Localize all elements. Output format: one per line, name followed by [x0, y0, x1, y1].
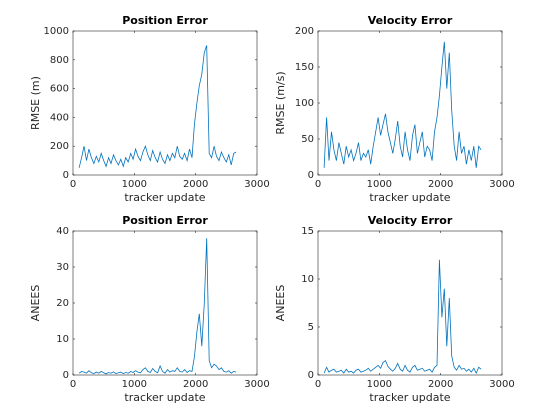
chart-title: Velocity Error: [368, 14, 453, 27]
x-tick-label: 1000: [367, 179, 392, 190]
data-line: [78, 238, 237, 375]
y-tick-label: 800: [50, 55, 69, 66]
y-tick-label: 0: [308, 170, 314, 181]
y-tick-label: 30: [56, 262, 69, 273]
data-line: [323, 259, 482, 375]
y-tick-label: 1000: [44, 26, 69, 37]
x-tick-label: 3000: [489, 379, 514, 390]
y-tick-label: 40: [56, 226, 69, 237]
y-tick-label: 0: [308, 370, 314, 381]
x-tick-label: 1000: [122, 379, 147, 390]
y-tick-label: 0: [63, 370, 69, 381]
y-tick-label: 200: [50, 141, 69, 152]
y-axis-label: RMSE (m/s): [274, 71, 287, 134]
x-tick-label: 2000: [183, 179, 208, 190]
y-tick-label: 10: [56, 334, 69, 345]
y-tick-label: 150: [295, 62, 314, 73]
x-axis-label: tracker update: [369, 191, 450, 204]
data-line: [323, 41, 482, 168]
x-tick-label: 0: [315, 179, 321, 190]
x-axis-label: tracker update: [124, 191, 205, 204]
x-axis-label: tracker update: [369, 391, 450, 404]
y-axis-label: ANEES: [29, 285, 42, 322]
y-tick-label: 50: [301, 134, 314, 145]
axes-box: [73, 31, 257, 175]
x-tick-label: 0: [70, 379, 76, 390]
y-tick-label: 10: [301, 274, 314, 285]
axes-box: [73, 231, 257, 375]
y-tick-label: 20: [56, 298, 69, 309]
axes-frame: [317, 230, 503, 376]
y-tick-label: 15: [301, 226, 314, 237]
x-axis-label: tracker update: [124, 391, 205, 404]
x-tick-label: 3000: [244, 379, 269, 390]
chart-title: Position Error: [122, 14, 208, 27]
x-tick-label: 2000: [428, 379, 453, 390]
data-line: [78, 45, 237, 168]
y-tick-label: 600: [50, 84, 69, 95]
chart-title: Position Error: [122, 214, 208, 227]
y-tick-label: 100: [295, 98, 314, 109]
x-tick-label: 2000: [428, 179, 453, 190]
x-tick-label: 2000: [183, 379, 208, 390]
x-tick-label: 0: [70, 179, 76, 190]
y-tick-label: 400: [50, 112, 69, 123]
y-axis-label: RMSE (m): [29, 76, 42, 130]
y-tick-label: 200: [295, 26, 314, 37]
x-tick-label: 1000: [367, 379, 392, 390]
x-tick-label: 3000: [489, 179, 514, 190]
y-axis-label: ANEES: [274, 285, 287, 322]
chart-title: Velocity Error: [368, 214, 453, 227]
x-tick-label: 0: [315, 379, 321, 390]
axes-box: [318, 31, 502, 175]
y-tick-label: 0: [63, 170, 69, 181]
x-tick-label: 1000: [122, 179, 147, 190]
y-tick-label: 5: [308, 322, 314, 333]
axes-box: [318, 231, 502, 375]
x-tick-label: 3000: [244, 179, 269, 190]
axes-frame: [72, 30, 258, 176]
